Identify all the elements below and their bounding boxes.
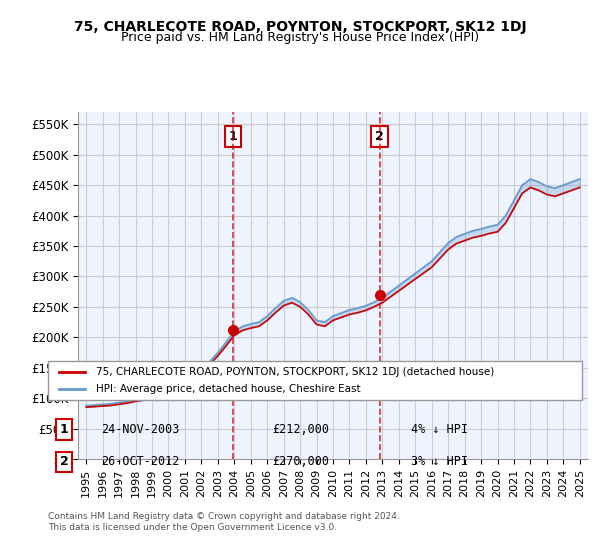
Text: 4% ↓ HPI: 4% ↓ HPI [411,423,468,436]
Text: £212,000: £212,000 [272,423,329,436]
Text: Price paid vs. HM Land Registry's House Price Index (HPI): Price paid vs. HM Land Registry's House … [121,31,479,44]
Text: 1: 1 [59,423,68,436]
Text: HPI: Average price, detached house, Cheshire East: HPI: Average price, detached house, Ches… [96,384,361,394]
FancyBboxPatch shape [48,361,582,400]
Text: 3% ↓ HPI: 3% ↓ HPI [411,455,468,469]
Text: 75, CHARLECOTE ROAD, POYNTON, STOCKPORT, SK12 1DJ: 75, CHARLECOTE ROAD, POYNTON, STOCKPORT,… [74,20,526,34]
Text: 26-OCT-2012: 26-OCT-2012 [101,455,180,469]
Text: 75, CHARLECOTE ROAD, POYNTON, STOCKPORT, SK12 1DJ (detached house): 75, CHARLECOTE ROAD, POYNTON, STOCKPORT,… [96,367,494,377]
Text: 2: 2 [59,455,68,469]
Text: 1: 1 [228,130,237,143]
Text: Contains HM Land Registry data © Crown copyright and database right 2024.
This d: Contains HM Land Registry data © Crown c… [48,512,400,532]
Text: £270,000: £270,000 [272,455,329,469]
Text: 2: 2 [375,130,384,143]
Text: 24-NOV-2003: 24-NOV-2003 [101,423,180,436]
